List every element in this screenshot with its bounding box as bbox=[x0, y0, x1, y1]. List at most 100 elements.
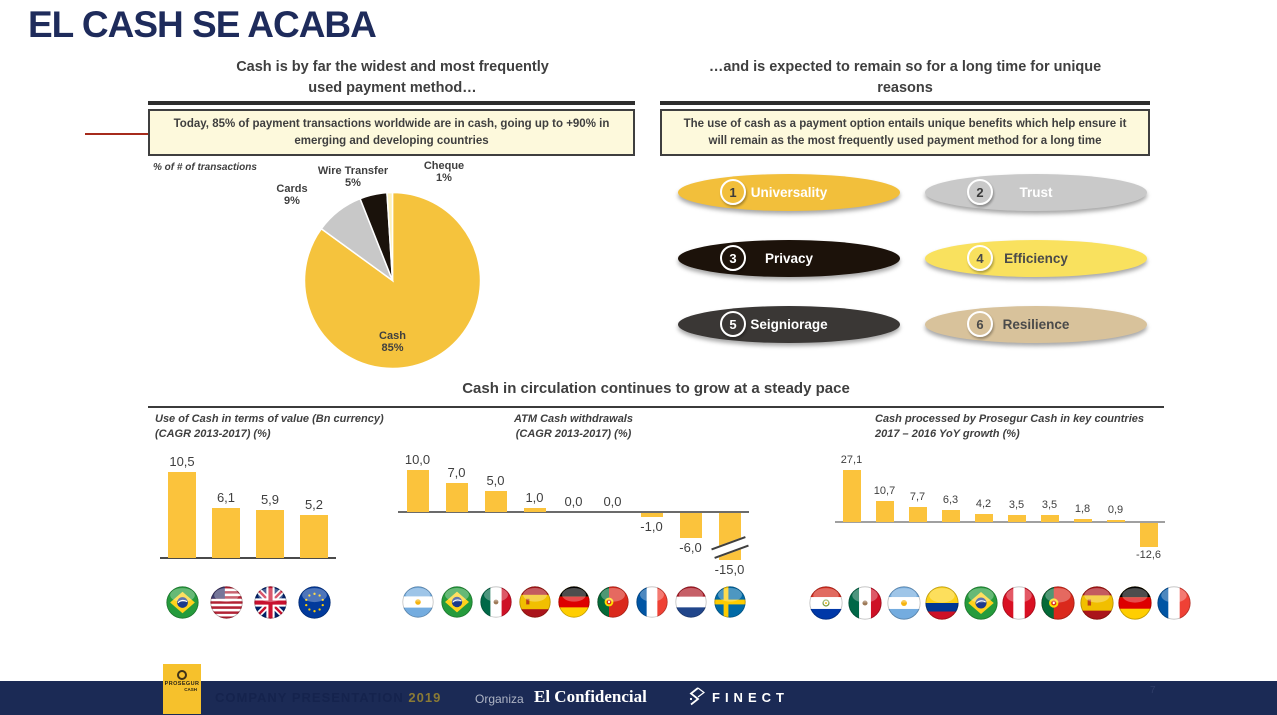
benefit-oval-privacy: 3 Privacy bbox=[678, 240, 900, 277]
flag-icon-peru bbox=[1002, 586, 1036, 625]
benefit-oval-resilience: 6 Resilience bbox=[925, 306, 1147, 343]
x-axis-line bbox=[160, 557, 336, 559]
flag-icon-usa bbox=[209, 586, 243, 624]
chart2-bar-plot: 10,0 7,0 5,0 1,0 0,0 0,0 -1,0 -6,0 -15,0 bbox=[398, 448, 749, 577]
footer-presentation-label: COMPANY PRESENTATION 2019 bbox=[215, 690, 442, 705]
chart1-bar-plot: 10,5 6,1 5,9 5,2 bbox=[160, 448, 336, 570]
left-header-rule bbox=[148, 101, 635, 105]
flag-icon-france bbox=[635, 586, 668, 623]
flag-icon-spain bbox=[1079, 586, 1114, 625]
benefit-oval-universality: 1 Universality bbox=[678, 174, 900, 211]
red-connector-line bbox=[85, 133, 148, 135]
prosegur-logo-subtext: CASH bbox=[184, 687, 197, 692]
pie-label-cards: Cards 9% bbox=[276, 183, 308, 208]
bar-value-label: 3,5 bbox=[1008, 499, 1025, 512]
organiza-label: Organiza bbox=[475, 692, 524, 706]
bar-value-label: 5,9 bbox=[260, 491, 280, 507]
right-panel-header: …and is expected to remain so for a long… bbox=[655, 57, 1155, 99]
bar-value-label: 6,3 bbox=[942, 493, 959, 506]
benefit-label: Efficiency bbox=[1004, 251, 1068, 266]
bar-value-label: 10,0 bbox=[404, 452, 431, 467]
chart3-title: Cash processed by Prosegur Cash in key c… bbox=[875, 413, 1144, 440]
finect-logo-icon bbox=[689, 687, 705, 706]
left-panel-header: Cash is by far the widest and most frequ… bbox=[150, 57, 635, 99]
pie-axis-note: % of # of transactions bbox=[153, 162, 257, 173]
payment-method-pie-chart bbox=[303, 191, 482, 370]
bar-eu bbox=[300, 515, 328, 558]
bar-portugal bbox=[1040, 515, 1059, 522]
pie-slice-cheque bbox=[386, 191, 394, 281]
bar-argentina bbox=[406, 470, 429, 512]
prosegur-logo-text: PROSEGUR bbox=[164, 681, 200, 687]
flag-icon-brazil bbox=[964, 586, 998, 625]
bar-value-label: 5,0 bbox=[486, 473, 505, 488]
bottom-section-title: Cash in circulation continues to grow at… bbox=[462, 380, 850, 397]
bar-peru bbox=[1007, 515, 1026, 522]
chart1-title: Use of Cash in terms of value (Bn curren… bbox=[155, 413, 384, 440]
bar-mexico bbox=[875, 501, 894, 522]
bottom-section-rule bbox=[148, 406, 1164, 408]
bar-value-label: 5,2 bbox=[304, 497, 324, 513]
bar-france bbox=[1139, 523, 1158, 548]
bar-value-label: 0,0 bbox=[564, 494, 583, 509]
chart1-flags-row bbox=[160, 586, 336, 620]
bar-argentina bbox=[908, 507, 927, 522]
pie-label-cheque: Cheque 1% bbox=[423, 160, 465, 185]
flag-icon-argentina bbox=[886, 586, 921, 625]
flag-icon-argentina bbox=[401, 586, 434, 623]
page-title: EL CASH SE ACABA bbox=[28, 4, 377, 45]
bar-brazil bbox=[974, 513, 993, 522]
bar-france bbox=[640, 513, 663, 518]
x-axis-line bbox=[398, 511, 749, 513]
bar-value-label: 1,0 bbox=[525, 489, 544, 505]
benefit-number-badge: 2 bbox=[967, 179, 993, 205]
bar-brazil bbox=[445, 482, 468, 512]
benefit-label: Privacy bbox=[764, 251, 814, 266]
benefit-number-badge: 3 bbox=[720, 245, 746, 271]
benefit-oval-efficiency: 4 Efficiency bbox=[925, 240, 1147, 277]
flag-icon-uk bbox=[253, 586, 287, 624]
prosegur-emblem-icon bbox=[177, 670, 187, 680]
flag-icon-brazil bbox=[440, 586, 473, 623]
left-header-line2: used payment method… bbox=[308, 80, 477, 97]
flag-icon-netherlands bbox=[674, 586, 707, 623]
benefit-number-badge: 4 bbox=[967, 245, 993, 271]
x-axis-line bbox=[835, 521, 1165, 523]
footer-presentation-year: 2019 bbox=[408, 690, 442, 705]
bar-value-label: 7,0 bbox=[447, 464, 466, 480]
bar-value-label: -12,6 bbox=[1135, 549, 1162, 562]
flag-icon-paraguay bbox=[809, 586, 843, 625]
left-callout-box: Today, 85% of payment transactions world… bbox=[148, 109, 635, 156]
bar-value-label: 1,8 bbox=[1074, 502, 1091, 515]
left-header-line1: Cash is by far the widest and most frequ… bbox=[236, 59, 549, 75]
bar-value-label: 27,1 bbox=[840, 453, 863, 466]
chart3-flags-row bbox=[807, 586, 1193, 620]
bar-value-label: -15,0 bbox=[714, 562, 745, 577]
flag-icon-mexico bbox=[479, 586, 512, 623]
pie-label-cash: Cash 85% bbox=[379, 330, 406, 355]
bar-colombia bbox=[941, 509, 960, 522]
benefit-oval-trust: 2 Trust bbox=[925, 174, 1147, 211]
bar-value-label: 4,2 bbox=[975, 497, 992, 510]
benefit-label: Resilience bbox=[1002, 317, 1070, 332]
bar-value-label: 3,5 bbox=[1041, 499, 1058, 512]
flag-icon-germany bbox=[1118, 586, 1152, 625]
bar-value-label: -6,0 bbox=[679, 540, 702, 556]
benefit-label: Universality bbox=[750, 185, 828, 200]
bar-paraguay bbox=[842, 469, 861, 522]
bar-germany bbox=[1106, 520, 1125, 522]
flag-icon-sweden bbox=[713, 586, 746, 623]
el-confidencial-logo: El Confidencial bbox=[534, 687, 647, 706]
flag-icon-colombia bbox=[925, 586, 959, 625]
flag-icon-spain bbox=[518, 586, 551, 623]
flag-icon-portugal bbox=[1041, 586, 1075, 625]
bar-usa bbox=[212, 507, 240, 558]
flag-icon-portugal bbox=[596, 586, 629, 623]
footer-bar bbox=[0, 681, 1277, 715]
flag-icon-eu bbox=[297, 586, 331, 624]
right-callout-box: The use of cash as a payment option enta… bbox=[660, 109, 1150, 156]
bar-netherlands bbox=[679, 513, 702, 539]
bar-uk bbox=[256, 509, 284, 558]
bar-value-label: -1,0 bbox=[640, 519, 663, 535]
